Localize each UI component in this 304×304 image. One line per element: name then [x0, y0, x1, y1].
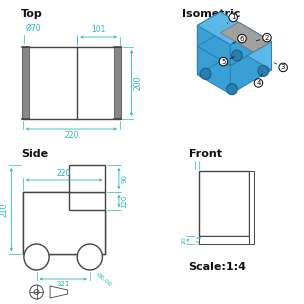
- Circle shape: [258, 65, 269, 77]
- Text: 4: 4: [256, 74, 262, 86]
- Polygon shape: [197, 46, 230, 94]
- Polygon shape: [230, 31, 254, 65]
- Text: 6: 6: [233, 36, 244, 43]
- Bar: [199, 236, 249, 244]
- Circle shape: [24, 244, 49, 270]
- Polygon shape: [197, 22, 271, 65]
- Bar: [23, 192, 105, 254]
- Text: 5: 5: [195, 241, 199, 246]
- Text: 210: 210: [0, 202, 9, 217]
- Text: 1: 1: [227, 14, 235, 23]
- Text: 321: 321: [57, 282, 70, 288]
- Circle shape: [34, 289, 39, 295]
- Text: 20: 20: [182, 236, 187, 244]
- Bar: [23, 47, 120, 119]
- Polygon shape: [197, 12, 254, 45]
- Text: 2: 2: [256, 35, 269, 41]
- Text: 120: 120: [121, 194, 127, 208]
- Polygon shape: [197, 12, 220, 46]
- Text: Ø70: Ø70: [26, 24, 41, 33]
- Text: Isometric: Isometric: [182, 9, 240, 19]
- Text: Top: Top: [21, 9, 43, 19]
- Polygon shape: [23, 192, 105, 254]
- Text: 220: 220: [57, 168, 71, 178]
- Polygon shape: [197, 22, 239, 75]
- Text: 5: 5: [221, 57, 234, 65]
- Text: 3: 3: [274, 63, 285, 71]
- Bar: [68, 165, 105, 192]
- Polygon shape: [50, 286, 67, 298]
- Circle shape: [232, 50, 242, 61]
- Text: Front: Front: [189, 149, 222, 159]
- Polygon shape: [239, 22, 271, 70]
- Bar: [249, 171, 254, 244]
- Bar: [199, 171, 249, 236]
- Text: Scale:1:4: Scale:1:4: [189, 262, 247, 272]
- Text: 220: 220: [64, 132, 79, 140]
- Text: Ø6.00: Ø6.00: [95, 272, 112, 288]
- Bar: [114, 47, 121, 119]
- Circle shape: [200, 68, 211, 79]
- Text: 101: 101: [92, 26, 106, 34]
- Circle shape: [227, 84, 237, 95]
- Polygon shape: [197, 26, 230, 65]
- Text: 90: 90: [121, 174, 127, 183]
- Text: Side: Side: [21, 149, 48, 159]
- Circle shape: [77, 244, 102, 270]
- Polygon shape: [230, 42, 271, 94]
- Bar: [22, 47, 29, 119]
- Polygon shape: [220, 12, 254, 52]
- Circle shape: [30, 285, 43, 299]
- Polygon shape: [220, 22, 271, 52]
- Text: 200: 200: [134, 76, 143, 90]
